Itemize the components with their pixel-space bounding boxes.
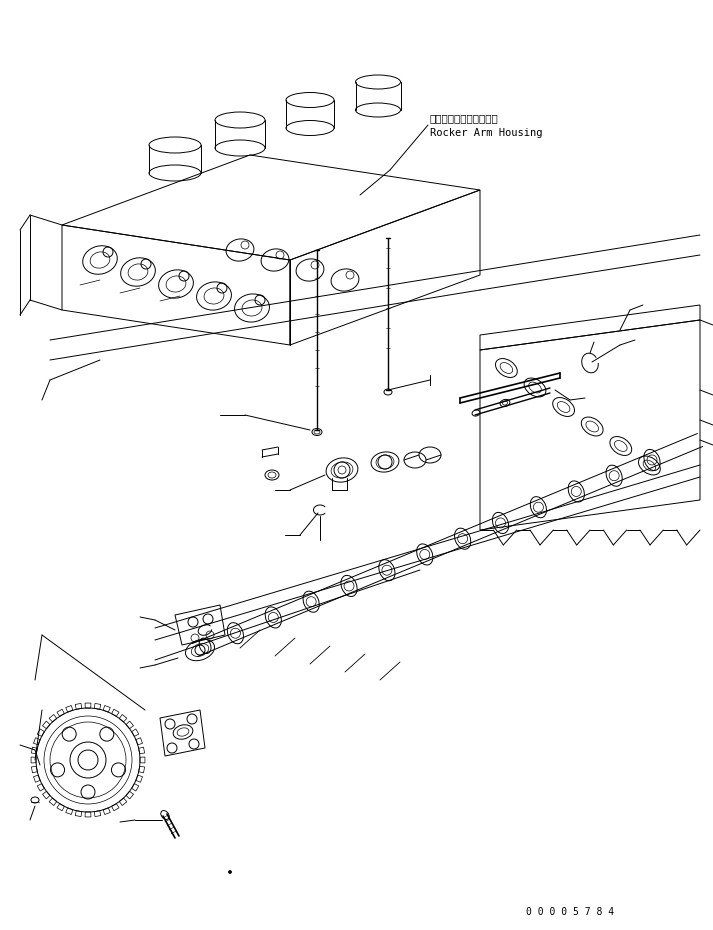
Circle shape [228,870,232,873]
Text: Rocker Arm Housing: Rocker Arm Housing [430,128,543,138]
Text: 0 0 0 0 5 7 8 4: 0 0 0 0 5 7 8 4 [526,907,614,917]
Text: ロッカアームハウジング: ロッカアームハウジング [430,113,499,123]
